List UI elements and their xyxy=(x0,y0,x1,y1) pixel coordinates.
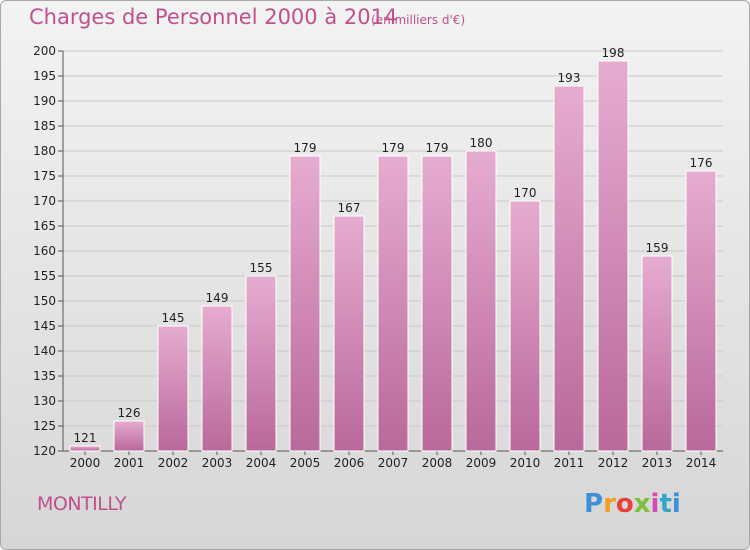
x-tick-label-2010: 2010 xyxy=(510,456,541,470)
value-label-2008: 179 xyxy=(426,141,449,155)
value-label-2003: 149 xyxy=(206,291,229,305)
bar-2013 xyxy=(641,255,673,452)
x-tick-label-2012: 2012 xyxy=(598,456,629,470)
value-label-2014: 176 xyxy=(690,156,713,170)
y-tick-label: 125 xyxy=(33,419,56,433)
y-tick-label: 165 xyxy=(33,219,56,233)
y-tick-label: 150 xyxy=(33,294,56,308)
x-tick-label-2007: 2007 xyxy=(378,456,409,470)
y-tick-label: 145 xyxy=(33,319,56,333)
bar-2000 xyxy=(69,445,101,452)
y-tick-label: 120 xyxy=(33,444,56,458)
value-label-2010: 170 xyxy=(514,186,537,200)
bar-2004 xyxy=(245,275,277,452)
bar-2002 xyxy=(157,325,189,452)
value-label-2004: 155 xyxy=(250,261,273,275)
bar-2014 xyxy=(685,170,717,452)
value-label-2009: 180 xyxy=(470,136,493,150)
value-labels: 121 126 145 149 155 179 167 179 179 180 170 193 198 1… xyxy=(74,46,713,445)
bar-2007 xyxy=(377,155,409,452)
x-tick-label-2014: 2014 xyxy=(686,456,717,470)
x-tick-label-2011: 2011 xyxy=(554,456,585,470)
bar-2011 xyxy=(553,85,585,452)
x-tick-label-2013: 2013 xyxy=(642,456,673,470)
commune-name: MONTILLY xyxy=(37,493,127,515)
value-label-2012: 198 xyxy=(602,46,625,60)
x-tick-label-2000: 2000 xyxy=(70,456,101,470)
y-tick-label: 175 xyxy=(33,169,56,183)
y-tick-label: 140 xyxy=(33,344,56,358)
y-tick-label: 135 xyxy=(33,369,56,383)
x-tick-label-2004: 2004 xyxy=(246,456,277,470)
x-tick-label-2005: 2005 xyxy=(290,456,321,470)
x-tick-label-2001: 2001 xyxy=(114,456,145,470)
bar-2006 xyxy=(333,215,365,452)
value-label-2005: 179 xyxy=(294,141,317,155)
chart-title: Charges de Personnel 2000 à 2014 xyxy=(29,5,398,29)
x-tick-label-2002: 2002 xyxy=(158,456,189,470)
bar-2012 xyxy=(597,60,629,452)
y-tick-label: 195 xyxy=(33,69,56,83)
bar-2001 xyxy=(113,420,145,452)
value-label-2002: 145 xyxy=(162,311,185,325)
bars xyxy=(69,60,717,452)
value-label-2001: 126 xyxy=(118,406,141,420)
y-tick-label: 185 xyxy=(33,119,56,133)
x-tick-label-2003: 2003 xyxy=(202,456,233,470)
y-tick-label: 190 xyxy=(33,94,56,108)
proxiti-logo: Proxiti xyxy=(584,489,681,519)
y-tick-label: 180 xyxy=(33,144,56,158)
y-tick-label: 200 xyxy=(33,44,56,58)
value-label-2000: 121 xyxy=(74,431,97,445)
bar-2010 xyxy=(509,200,541,452)
y-tick-label: 160 xyxy=(33,244,56,258)
chart-subtitle: (en milliers d'€) xyxy=(371,13,466,27)
value-label-2011: 193 xyxy=(558,71,581,85)
x-tick-label-2009: 2009 xyxy=(466,456,497,470)
value-label-2013: 159 xyxy=(646,241,669,255)
y-tick-label: 170 xyxy=(33,194,56,208)
value-label-2007: 179 xyxy=(382,141,405,155)
bar-2005 xyxy=(289,155,321,452)
y-tick-label: 155 xyxy=(33,269,56,283)
bar-2008 xyxy=(421,155,453,452)
x-tick-label-2008: 2008 xyxy=(422,456,453,470)
y-tick-label: 130 xyxy=(33,394,56,408)
bar-2003 xyxy=(201,305,233,452)
x-tick-label-2006: 2006 xyxy=(334,456,365,470)
bar-2009 xyxy=(465,150,497,452)
value-label-2006: 167 xyxy=(338,201,361,215)
